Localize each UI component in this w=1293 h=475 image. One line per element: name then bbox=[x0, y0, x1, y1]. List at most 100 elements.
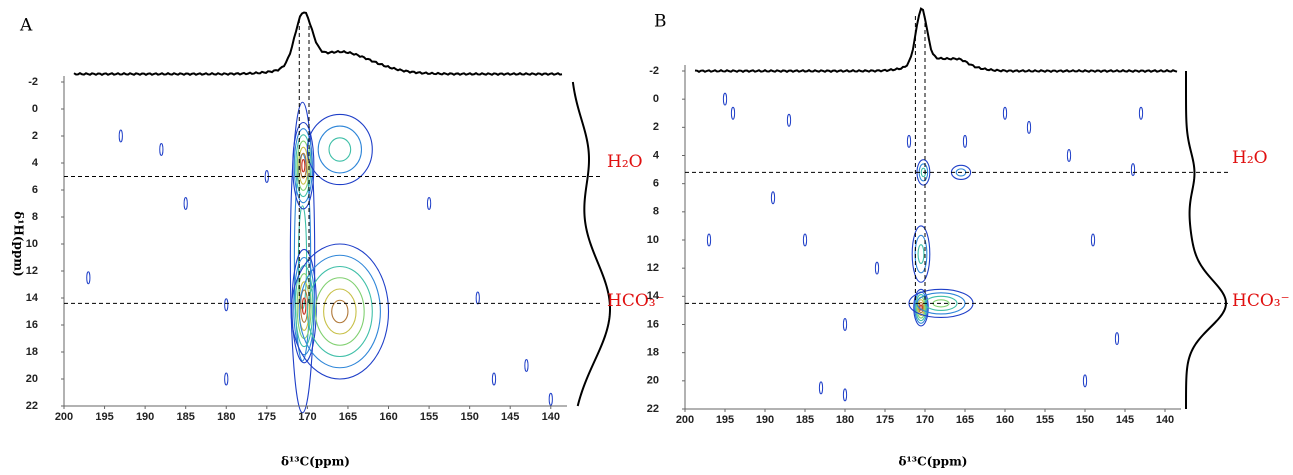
noise-contour bbox=[86, 271, 91, 285]
y-tick-label: 14 bbox=[26, 292, 39, 304]
y-tick-label: 0 bbox=[653, 93, 659, 105]
noise-contour bbox=[818, 381, 824, 395]
contour-ring bbox=[293, 256, 316, 356]
y-tick-label: 22 bbox=[26, 400, 38, 412]
noise-contour bbox=[842, 388, 848, 402]
y-tick-label: 2 bbox=[653, 121, 659, 133]
noise-contour bbox=[491, 372, 497, 386]
x-tick-label: 175 bbox=[876, 414, 894, 426]
y-tick-label: 6 bbox=[653, 178, 659, 190]
x-tick-label: 195 bbox=[716, 414, 734, 426]
x-axis-label: δ¹³C(ppm) bbox=[899, 455, 968, 469]
contour-ring bbox=[289, 101, 316, 414]
x-tick-label: 190 bbox=[136, 411, 154, 423]
noise-contour bbox=[706, 233, 712, 247]
noise-contour bbox=[770, 191, 776, 205]
y-tick-label: -2 bbox=[649, 65, 659, 77]
y-tick-label: 4 bbox=[32, 157, 39, 169]
noise-contour bbox=[524, 359, 529, 372]
contour-ring bbox=[917, 299, 925, 316]
contour-ring bbox=[331, 299, 349, 324]
x-tick-label: 170 bbox=[916, 414, 934, 426]
y-tick-label: 0 bbox=[32, 103, 38, 115]
contour-ring bbox=[290, 243, 390, 380]
contour-ring bbox=[317, 125, 363, 174]
noise-contour bbox=[906, 134, 912, 148]
contour-ring bbox=[915, 293, 927, 322]
x-tick-label: 175 bbox=[258, 411, 276, 423]
noise-contour bbox=[730, 106, 736, 120]
noise-contour bbox=[1002, 106, 1008, 120]
y-tick-label: 16 bbox=[26, 319, 38, 331]
noise-contour bbox=[874, 261, 880, 275]
x-tick-label: 145 bbox=[501, 411, 519, 423]
y-tick-label: 20 bbox=[26, 373, 38, 385]
x-tick-label: 200 bbox=[55, 411, 73, 423]
noise-contour bbox=[426, 197, 432, 210]
x-tick-label: 150 bbox=[1076, 414, 1094, 426]
x-tick-label: 165 bbox=[339, 411, 357, 423]
noise-contour bbox=[183, 197, 188, 210]
y-tick-label: 22 bbox=[647, 403, 659, 415]
y-axis-label: δ¹H(ppm) bbox=[12, 211, 26, 276]
x-tick-label: 160 bbox=[379, 411, 397, 423]
x-tick-label: 160 bbox=[996, 414, 1014, 426]
side-projection bbox=[1185, 71, 1228, 410]
noise-contour bbox=[802, 233, 808, 247]
y-tick-label: 18 bbox=[26, 346, 38, 358]
x-tick-label: 150 bbox=[460, 411, 478, 423]
contour-ring bbox=[298, 146, 309, 185]
x-tick-label: 185 bbox=[177, 411, 195, 423]
contour-ring bbox=[292, 121, 315, 210]
x-tick-label: 180 bbox=[217, 411, 235, 423]
x-axis-label: δ¹³C(ppm) bbox=[281, 455, 350, 469]
top-projection bbox=[73, 11, 563, 76]
peak-annotation: HCO₃⁻ bbox=[1232, 291, 1290, 311]
y-tick-label: 8 bbox=[653, 206, 659, 218]
noise-contour bbox=[1082, 374, 1088, 388]
panel-label: B bbox=[654, 12, 667, 32]
contour-ring bbox=[323, 288, 357, 335]
contour-ring bbox=[919, 304, 923, 311]
x-tick-label: 140 bbox=[1156, 414, 1174, 426]
x-tick-label: 155 bbox=[1036, 414, 1054, 426]
noise-contour bbox=[224, 372, 229, 386]
contour-ring bbox=[328, 137, 352, 162]
x-tick-label: 140 bbox=[542, 411, 560, 423]
x-tick-label: 185 bbox=[796, 414, 814, 426]
x-tick-label: 190 bbox=[756, 414, 774, 426]
panel-label: A bbox=[19, 16, 33, 36]
noise-contour bbox=[1114, 332, 1120, 346]
contour-ring bbox=[298, 254, 381, 369]
y-tick-label: 20 bbox=[647, 375, 659, 387]
peak-annotation: H₂O bbox=[1232, 148, 1268, 168]
contour-ring bbox=[296, 140, 310, 191]
contour-ring bbox=[306, 113, 373, 186]
x-tick-label: 155 bbox=[420, 411, 438, 423]
top-projection bbox=[694, 7, 1178, 73]
noise-contour bbox=[1130, 163, 1136, 177]
contour-ring bbox=[301, 297, 307, 315]
contour-ring bbox=[301, 158, 306, 173]
noise-contour bbox=[1138, 106, 1144, 120]
contour-ring bbox=[293, 128, 313, 204]
y-tick-label: 12 bbox=[26, 265, 38, 277]
peak-annotation: H₂O bbox=[607, 152, 643, 172]
y-tick-label: 10 bbox=[26, 238, 38, 250]
x-tick-label: 145 bbox=[1116, 414, 1134, 426]
x-tick-label: 195 bbox=[95, 411, 113, 423]
x-tick-label: 200 bbox=[676, 414, 694, 426]
x-tick-label: 170 bbox=[298, 411, 316, 423]
noise-contour bbox=[548, 392, 553, 406]
peak-annotation: HCO₃⁻ bbox=[607, 291, 665, 311]
contour-ring bbox=[299, 152, 307, 179]
contours bbox=[86, 101, 553, 414]
noise-contour bbox=[722, 92, 728, 106]
noise-contour bbox=[159, 143, 164, 156]
y-tick-label: 16 bbox=[647, 318, 659, 330]
noise-contour bbox=[786, 113, 792, 127]
contour-ring bbox=[306, 265, 373, 358]
noise-contour bbox=[962, 134, 968, 148]
noise-contour bbox=[1066, 149, 1072, 162]
